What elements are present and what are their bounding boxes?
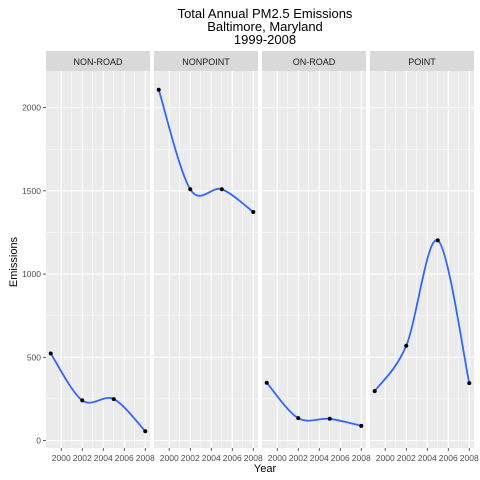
data-point-point-2005 [435, 238, 440, 243]
data-point-non-road-2002 [80, 398, 85, 403]
facet-strip-label: NONPOINT [182, 57, 230, 67]
x-tick-label: 2008 [460, 453, 479, 463]
chart-title-line-2: Baltimore, Maryland [207, 19, 323, 34]
data-point-non-road-2005 [111, 397, 116, 402]
data-point-nonpoint-2008 [251, 209, 256, 214]
y-tick-label: 1000 [22, 269, 41, 279]
chart-title-line-3: 1999-2008 [234, 32, 296, 47]
data-point-point-2008 [467, 381, 472, 386]
facet-strip [46, 51, 150, 71]
x-tick-label: 2004 [310, 453, 329, 463]
panel-background [262, 71, 366, 448]
x-tick-label: 2006 [439, 453, 458, 463]
series-line-nonpoint [157, 89, 254, 213]
x-tick-label: 2004 [202, 453, 221, 463]
facet-strip-label: ON-ROAD [293, 57, 336, 67]
x-tick-label: 2008 [244, 453, 263, 463]
x-tick-label: 2008 [136, 453, 155, 463]
facet-non-road: NON-ROAD 2000 2002 2004 2006 2008 [46, 51, 155, 463]
x-tick-label: 2000 [376, 453, 395, 463]
x-tick-label: 2000 [52, 453, 71, 463]
x-tick-label: 2006 [115, 453, 134, 463]
x-tick-label: 2002 [181, 453, 200, 463]
series-line-on-road [266, 382, 362, 427]
x-tick-label: 2002 [73, 453, 92, 463]
panel-background [370, 71, 474, 448]
y-axis-label: Emissions [8, 236, 20, 287]
y-tick-label: 0 [36, 436, 41, 446]
data-point-on-road-1999 [264, 380, 269, 385]
x-tick-label: 2000 [268, 453, 287, 463]
facet-nonpoint: NONPOINT 2000 2002 2004 2006 2008 [154, 51, 263, 463]
data-point-point-1999 [372, 389, 377, 394]
facet-strip-label: NON-ROAD [74, 57, 123, 67]
facet-strip [370, 51, 474, 71]
data-point-on-road-2002 [296, 416, 301, 421]
data-point-nonpoint-2005 [219, 187, 224, 192]
y-tick-label: 2000 [22, 103, 41, 113]
series-line-point [373, 239, 471, 392]
x-tick-label: 2006 [331, 453, 350, 463]
chart-title-line-1: Total Annual PM2.5 Emissions [178, 6, 353, 21]
facet-strip [262, 51, 366, 71]
y-tick-label: 1500 [22, 186, 41, 196]
data-point-on-road-2005 [327, 416, 332, 421]
series-line-non-road [49, 352, 146, 432]
facet-point: POINT 2000 2002 2004 2006 2008 [370, 51, 479, 463]
data-point-non-road-2008 [143, 429, 148, 434]
panel-background [46, 71, 150, 448]
data-point-on-road-2008 [359, 423, 364, 428]
data-point-point-2002 [404, 343, 409, 348]
data-point-nonpoint-1999 [156, 87, 161, 92]
y-tick-label: 500 [27, 352, 41, 362]
data-point-nonpoint-2002 [188, 187, 193, 192]
facet-strip [154, 51, 258, 71]
x-tick-label: 2004 [418, 453, 437, 463]
y-axis: 0 500 1000 1500 2000 [22, 103, 46, 446]
x-tick-label: 2002 [397, 453, 416, 463]
x-axis-label: Year [254, 463, 277, 475]
x-tick-label: 2000 [160, 453, 179, 463]
x-tick-label: 2006 [223, 453, 242, 463]
data-point-non-road-1999 [48, 351, 53, 356]
facet-strip-label: POINT [408, 57, 436, 67]
x-tick-label: 2008 [352, 453, 371, 463]
x-tick-label: 2002 [289, 453, 308, 463]
x-tick-label: 2004 [94, 453, 113, 463]
facet-on-road: ON-ROAD 2000 2002 2004 2006 2008 [262, 51, 371, 463]
